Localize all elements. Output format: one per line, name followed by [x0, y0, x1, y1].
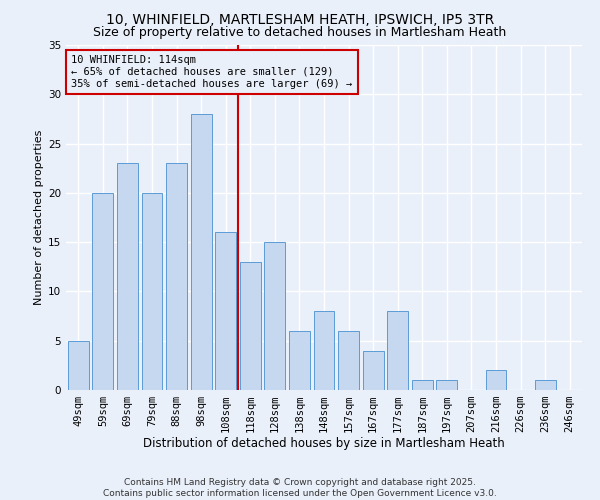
Bar	[240, 262, 261, 390]
Text: Contains HM Land Registry data © Crown copyright and database right 2025.
Contai: Contains HM Land Registry data © Crown c…	[103, 478, 497, 498]
Bar	[412, 380, 433, 390]
Bar	[362, 350, 383, 390]
Text: 10 WHINFIELD: 114sqm
← 65% of detached houses are smaller (129)
35% of semi-deta: 10 WHINFIELD: 114sqm ← 65% of detached h…	[71, 56, 352, 88]
Bar	[485, 370, 506, 390]
Bar	[314, 311, 334, 390]
Bar	[191, 114, 212, 390]
Text: Size of property relative to detached houses in Martlesham Heath: Size of property relative to detached ho…	[94, 26, 506, 39]
Bar	[289, 331, 310, 390]
Bar	[535, 380, 556, 390]
X-axis label: Distribution of detached houses by size in Martlesham Heath: Distribution of detached houses by size …	[143, 436, 505, 450]
Bar	[338, 331, 359, 390]
Bar	[68, 340, 89, 390]
Y-axis label: Number of detached properties: Number of detached properties	[34, 130, 44, 305]
Bar	[92, 193, 113, 390]
Bar	[142, 193, 163, 390]
Text: 10, WHINFIELD, MARTLESHAM HEATH, IPSWICH, IP5 3TR: 10, WHINFIELD, MARTLESHAM HEATH, IPSWICH…	[106, 12, 494, 26]
Bar	[265, 242, 286, 390]
Bar	[387, 311, 408, 390]
Bar	[117, 164, 138, 390]
Bar	[215, 232, 236, 390]
Bar	[166, 164, 187, 390]
Bar	[436, 380, 457, 390]
